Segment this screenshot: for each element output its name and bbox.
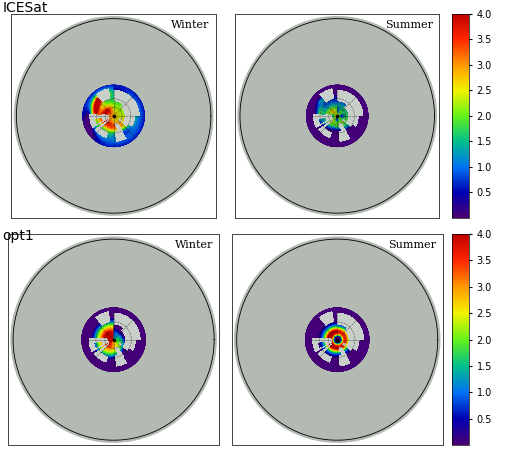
Circle shape (238, 17, 436, 215)
Circle shape (14, 17, 213, 215)
Text: Winter: Winter (174, 241, 213, 251)
Text: ICESat: ICESat (3, 1, 48, 15)
Text: Winter: Winter (171, 20, 209, 30)
Circle shape (11, 237, 216, 442)
Text: Summer: Summer (385, 20, 433, 30)
Text: opt1: opt1 (3, 229, 34, 243)
Text: Summer: Summer (388, 241, 436, 251)
Circle shape (235, 237, 440, 442)
